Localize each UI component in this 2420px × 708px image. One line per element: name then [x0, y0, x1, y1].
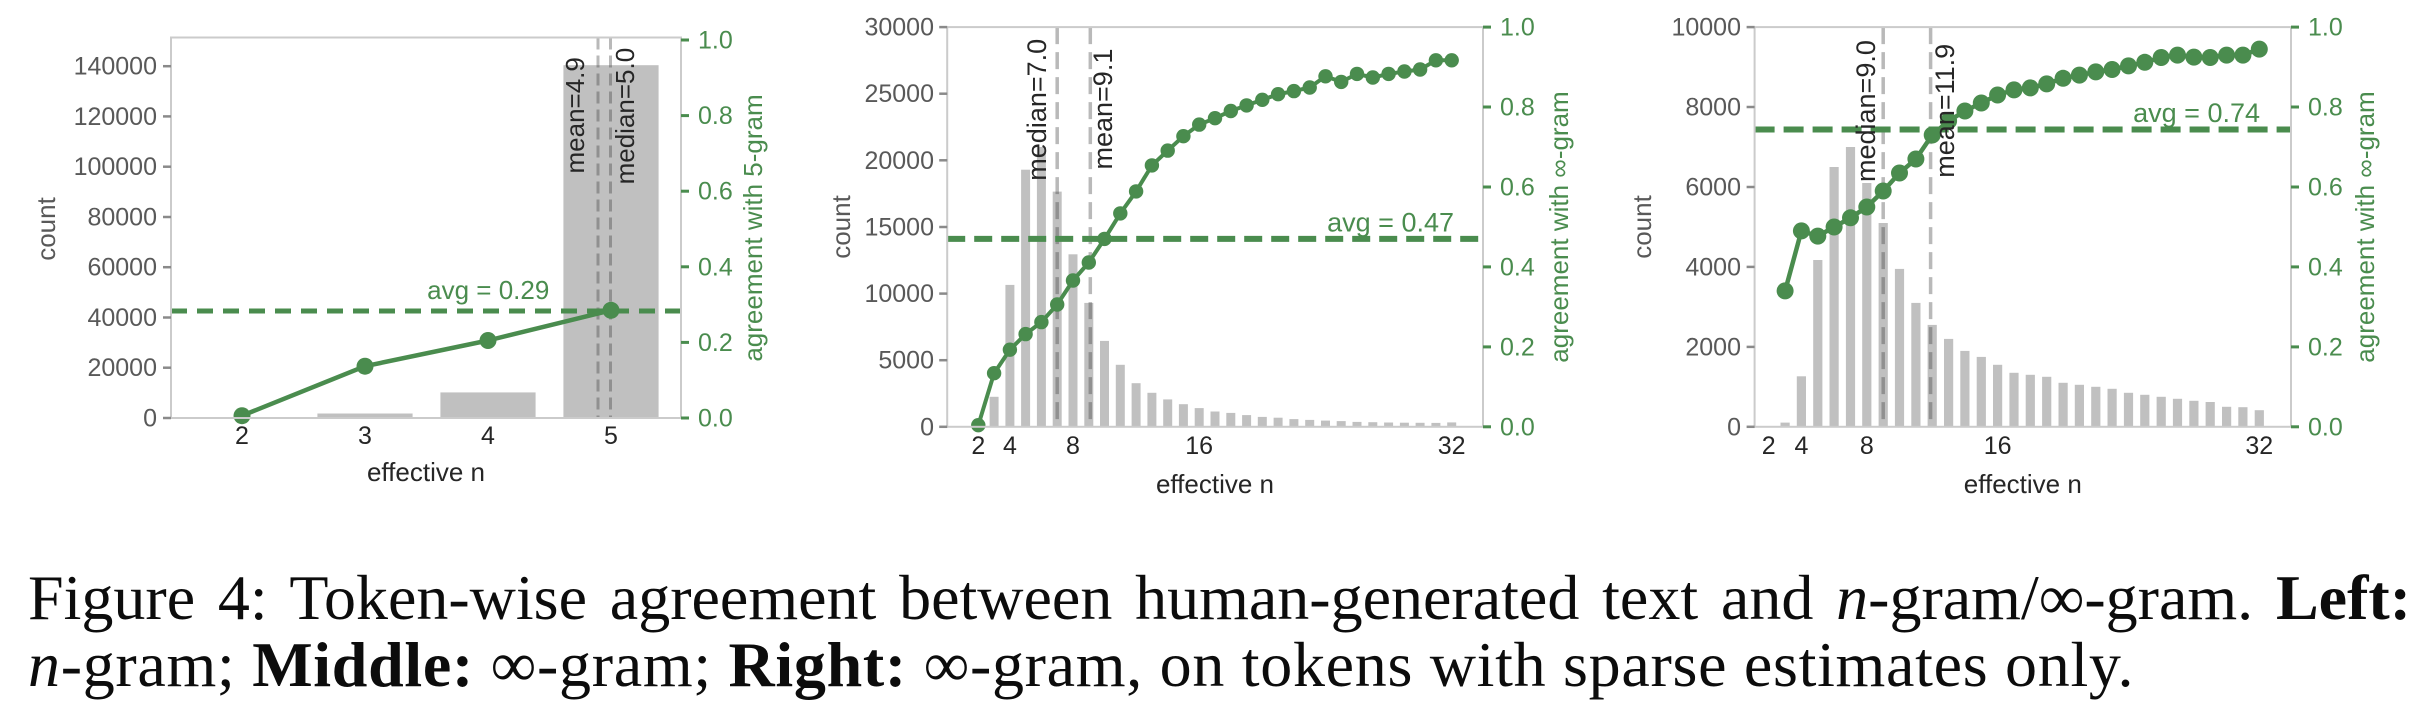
svg-text:median=9.0: median=9.0	[1851, 40, 1881, 182]
svg-text:15000: 15000	[864, 214, 934, 242]
svg-text:effective n: effective n	[1156, 469, 1274, 499]
svg-text:8: 8	[1066, 432, 1080, 460]
svg-text:0.0: 0.0	[2308, 413, 2343, 441]
svg-text:8: 8	[1860, 432, 1874, 460]
svg-text:0.2: 0.2	[2308, 333, 2343, 361]
svg-text:16: 16	[1185, 432, 1213, 460]
svg-text:avg = 0.47: avg = 0.47	[1327, 207, 1454, 237]
svg-text:0.4: 0.4	[1500, 253, 1535, 281]
svg-text:median=5.0: median=5.0	[610, 48, 640, 185]
svg-text:2: 2	[971, 432, 985, 460]
svg-text:count: count	[1627, 194, 1657, 258]
svg-text:1.0: 1.0	[1500, 14, 1535, 42]
svg-text:1.0: 1.0	[2308, 14, 2343, 42]
svg-text:20000: 20000	[864, 147, 934, 175]
svg-text:6000: 6000	[1685, 174, 1741, 202]
svg-text:avg = 0.74: avg = 0.74	[2133, 98, 2260, 128]
svg-text:2: 2	[235, 422, 249, 450]
svg-text:10000: 10000	[864, 280, 934, 308]
svg-text:effective n: effective n	[367, 457, 485, 487]
svg-text:0.6: 0.6	[698, 178, 733, 206]
svg-text:0.0: 0.0	[1500, 413, 1535, 441]
svg-text:agreement with 5-gram: agreement with 5-gram	[738, 94, 768, 361]
svg-text:0.4: 0.4	[2308, 253, 2343, 281]
svg-text:8000: 8000	[1685, 94, 1741, 122]
svg-text:count: count	[826, 194, 856, 258]
svg-text:4000: 4000	[1685, 253, 1741, 281]
svg-text:mean=11.9: mean=11.9	[1930, 44, 1960, 178]
svg-text:median=7.0: median=7.0	[1022, 39, 1052, 181]
svg-text:4: 4	[1003, 432, 1017, 460]
svg-text:0: 0	[920, 413, 934, 441]
svg-text:0.4: 0.4	[698, 253, 733, 281]
svg-text:0.0: 0.0	[698, 405, 733, 433]
svg-text:80000: 80000	[87, 204, 157, 232]
svg-text:20000: 20000	[87, 354, 157, 382]
svg-text:30000: 30000	[864, 14, 934, 42]
svg-text:0.8: 0.8	[2308, 94, 2343, 122]
svg-text:40000: 40000	[87, 304, 157, 332]
svg-text:4: 4	[481, 422, 495, 450]
svg-text:120000: 120000	[74, 103, 157, 131]
svg-text:count: count	[31, 196, 61, 260]
svg-text:1.0: 1.0	[698, 27, 733, 55]
svg-text:avg = 0.29: avg = 0.29	[427, 275, 549, 305]
svg-text:5: 5	[604, 422, 618, 450]
svg-text:100000: 100000	[74, 153, 157, 181]
svg-text:4: 4	[1794, 432, 1808, 460]
svg-text:10000: 10000	[1671, 14, 1741, 42]
svg-text:5000: 5000	[878, 347, 934, 375]
svg-text:agreement with ∞-gram: agreement with ∞-gram	[1544, 91, 1574, 362]
svg-text:140000: 140000	[74, 53, 157, 81]
svg-text:2: 2	[1762, 432, 1776, 460]
svg-text:2000: 2000	[1685, 333, 1741, 361]
svg-text:25000: 25000	[864, 80, 934, 108]
svg-text:effective n: effective n	[1964, 469, 2082, 499]
svg-text:60000: 60000	[87, 254, 157, 282]
svg-text:32: 32	[2245, 432, 2273, 460]
svg-text:0.6: 0.6	[1500, 174, 1535, 202]
svg-text:0.2: 0.2	[698, 329, 733, 357]
svg-text:0.6: 0.6	[2308, 174, 2343, 202]
svg-text:mean=4.9: mean=4.9	[560, 57, 590, 173]
svg-text:16: 16	[1984, 432, 2012, 460]
svg-text:32: 32	[1438, 432, 1466, 460]
svg-text:0: 0	[1727, 413, 1741, 441]
svg-text:3: 3	[358, 422, 372, 450]
svg-text:0: 0	[143, 405, 157, 433]
svg-text:0.8: 0.8	[698, 102, 733, 130]
svg-text:agreement with ∞-gram: agreement with ∞-gram	[2350, 91, 2380, 362]
svg-text:0.8: 0.8	[1500, 94, 1535, 122]
svg-text:0.2: 0.2	[1500, 333, 1535, 361]
svg-text:mean=9.1: mean=9.1	[1088, 49, 1118, 170]
